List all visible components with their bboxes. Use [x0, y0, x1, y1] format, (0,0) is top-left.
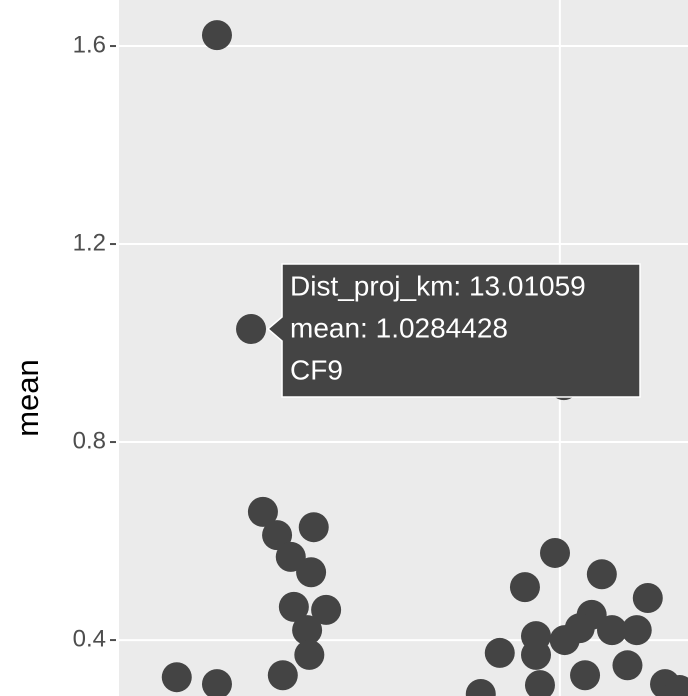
point — [465, 679, 496, 696]
point — [275, 541, 306, 572]
point — [521, 639, 551, 670]
point — [621, 615, 652, 646]
y-tick-label: 0.8 — [73, 427, 106, 454]
point — [509, 572, 540, 603]
point — [201, 20, 232, 51]
point — [664, 675, 688, 696]
point — [612, 650, 643, 681]
y-tick-label: 1.6 — [73, 31, 106, 58]
point — [161, 662, 192, 693]
tooltip-line: Dist_proj_km: 13.01059 — [290, 270, 586, 301]
point — [278, 591, 309, 622]
y-tick-label: 1.2 — [73, 229, 106, 256]
point — [292, 615, 323, 646]
y-tick-label: 0.4 — [73, 625, 106, 652]
point — [484, 637, 515, 668]
point — [294, 639, 325, 670]
point — [570, 660, 601, 691]
point — [247, 496, 278, 527]
point — [597, 615, 627, 646]
point — [201, 669, 232, 696]
point — [262, 520, 293, 551]
tooltip-line: CF9 — [290, 354, 343, 385]
point — [540, 537, 570, 568]
point — [586, 559, 617, 590]
point — [267, 660, 298, 691]
point — [549, 625, 580, 656]
point — [236, 313, 267, 344]
point — [524, 670, 555, 696]
point — [296, 557, 327, 588]
tooltip-line: mean: 1.0284428 — [290, 312, 508, 343]
tooltip-box — [266, 263, 641, 398]
point — [298, 512, 329, 543]
point — [311, 594, 342, 625]
y-axis-title: mean — [10, 359, 45, 437]
point — [632, 582, 663, 613]
